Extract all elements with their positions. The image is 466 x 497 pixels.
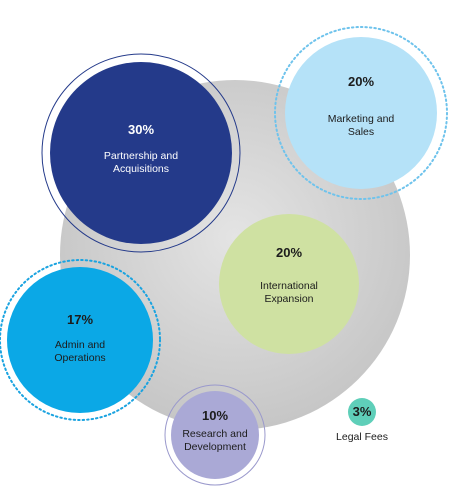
value-label: 20%: [347, 74, 375, 89]
bubble: [219, 214, 359, 354]
bubble-ring: [41, 53, 241, 253]
category-label: Marketing and Sales: [327, 113, 395, 138]
bubble: [348, 398, 376, 426]
value-label: 10%: [201, 408, 229, 423]
bubble-ring: [274, 26, 448, 200]
value-label: 30%: [127, 122, 155, 137]
bubble: [50, 62, 232, 244]
category-label: Partnership and Acquisitions: [103, 150, 179, 175]
category-label: International Expansion: [260, 280, 318, 305]
bubble: [7, 267, 153, 413]
value-label: 17%: [66, 312, 94, 327]
bubble-ring: [164, 384, 266, 486]
bubble: [285, 37, 437, 189]
category-label: Legal Fees: [336, 431, 388, 443]
category-label: Admin and Operations: [54, 339, 106, 364]
bubble: [171, 391, 259, 479]
category-label: Research and Development: [182, 428, 248, 453]
value-label: 3%: [352, 404, 372, 419]
value-label: 20%: [275, 245, 303, 260]
bubble-ring: [0, 259, 161, 421]
